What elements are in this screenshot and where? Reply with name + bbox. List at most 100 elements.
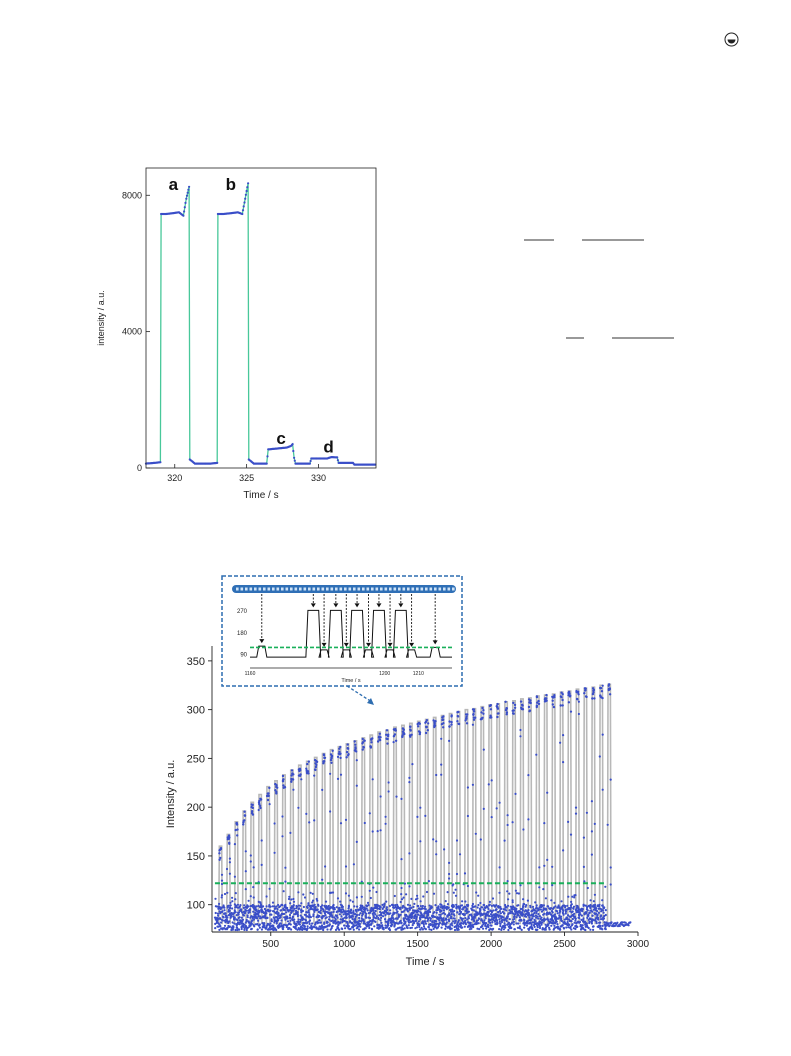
data-point — [251, 813, 255, 816]
data-point — [257, 919, 260, 922]
data-point — [218, 917, 222, 920]
data-point — [216, 905, 219, 908]
strip-droplet — [420, 587, 424, 591]
data-point — [410, 906, 413, 909]
data-point — [448, 912, 451, 915]
data-point — [372, 918, 375, 921]
pulse-line — [329, 748, 335, 925]
data-point — [330, 927, 333, 930]
data-point — [536, 915, 539, 918]
data-point — [330, 911, 333, 914]
data-point — [521, 909, 524, 912]
data-point — [388, 904, 391, 908]
data-point — [272, 928, 275, 932]
data-point — [589, 899, 592, 902]
data-point — [387, 924, 390, 927]
x-tick-label: 320 — [167, 473, 182, 483]
data-point — [358, 922, 361, 926]
data-point — [506, 917, 509, 920]
chart-intensity-time: 500 1000 1500 2000 2500 3000 100 150 200 250 300 35… — [165, 575, 650, 968]
data-point — [234, 911, 237, 914]
data-point — [504, 708, 508, 712]
data-point — [385, 900, 388, 903]
data-point — [593, 697, 596, 700]
data-point — [583, 692, 586, 695]
data-point — [244, 870, 247, 873]
data-point — [324, 756, 327, 759]
data-point — [306, 762, 309, 766]
data-point — [405, 893, 408, 896]
data-point — [574, 927, 577, 931]
strip-droplet — [353, 587, 356, 591]
data-point — [452, 920, 455, 923]
data-point — [429, 910, 432, 914]
data-point — [504, 700, 507, 703]
data-point — [275, 928, 278, 932]
data-point — [503, 839, 506, 842]
data-point — [593, 822, 596, 825]
data-point — [374, 920, 377, 923]
data-point — [427, 722, 430, 725]
data-point — [231, 900, 234, 903]
data-point — [560, 917, 563, 920]
data-point — [389, 909, 392, 912]
data-point — [471, 708, 474, 711]
strip-droplet — [434, 587, 437, 591]
data-point — [329, 891, 332, 894]
data-point — [387, 920, 390, 923]
data-point — [487, 910, 490, 914]
data-point — [484, 906, 487, 909]
data-point — [244, 911, 247, 914]
data-point — [329, 758, 333, 762]
data-point — [537, 917, 540, 920]
data-point — [512, 920, 515, 923]
data-point — [483, 919, 486, 922]
data-point — [336, 755, 340, 758]
data-point — [230, 914, 233, 917]
data-point — [309, 906, 312, 909]
data-point — [306, 906, 309, 909]
data-point — [415, 926, 419, 929]
data-point — [276, 786, 279, 789]
data-point — [515, 922, 518, 925]
data-point — [322, 754, 326, 757]
data-point — [450, 917, 453, 920]
data-point — [338, 928, 341, 931]
data-point — [603, 906, 606, 909]
data-point — [386, 908, 389, 911]
data-point — [592, 928, 595, 931]
data-point — [343, 920, 346, 923]
data-point — [339, 752, 342, 755]
data-point — [297, 891, 300, 894]
data-point — [184, 201, 187, 204]
data-point — [540, 916, 543, 919]
data-point — [424, 814, 427, 817]
data-point — [450, 723, 453, 726]
data-point — [248, 911, 251, 914]
data-point — [506, 890, 509, 893]
data-point — [454, 888, 457, 891]
data-point — [183, 210, 186, 213]
data-point — [432, 719, 435, 722]
data-point — [411, 915, 414, 918]
data-point — [607, 683, 611, 686]
data-point — [513, 703, 517, 707]
data-point — [269, 905, 272, 908]
data-point — [312, 899, 315, 902]
data-point — [214, 897, 217, 900]
data-point — [214, 911, 217, 915]
data-point — [247, 905, 250, 908]
data-point — [500, 928, 503, 931]
data-point — [392, 741, 395, 744]
pulse-line — [590, 686, 596, 925]
data-point — [259, 806, 262, 810]
data-point — [501, 910, 504, 913]
data-point — [441, 716, 444, 719]
data-point — [299, 914, 302, 917]
data-point — [369, 911, 372, 914]
data-point — [187, 188, 190, 191]
data-point — [425, 890, 429, 894]
data-point — [328, 923, 331, 926]
data-point — [231, 921, 234, 924]
data-point — [561, 693, 564, 696]
